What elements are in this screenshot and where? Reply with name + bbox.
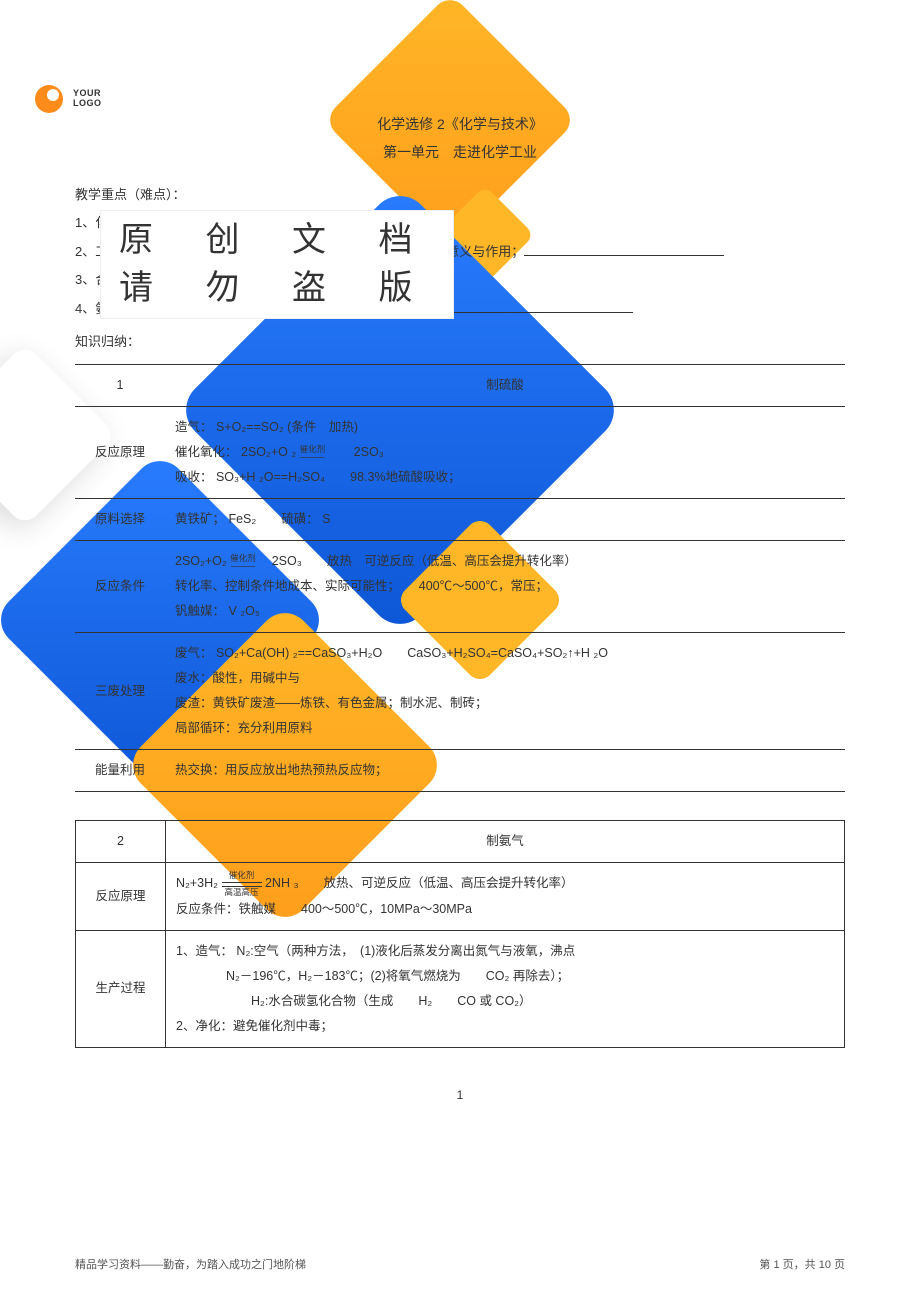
logo-line2: LOGO [73,99,102,109]
t2-process-l3: H₂:水合碳氢化合物（生成 H₂ CO 或 CO₂） [176,989,834,1014]
document-title: 化学选修 2《化学与技术》 第一单元 走进化学工业 [75,110,845,166]
t1-waste-l3: 废渣：黄铁矿废渣——炼铁、有色金属；制水泥、制砖； [175,691,835,716]
watermark: 原 创 文 档 请 勿 盗 版 [100,210,454,319]
t2-principle-l1: N₂+3H₂ 催化剂 高温高压 2NH ₃ 放热、可逆反应（低温、高压会提升转化… [176,871,834,897]
footer-left: 精品学习资料——勤奋，为踏入成功之门地阶梯 [75,1256,306,1272]
t1-p-l2a: 催化氧化： 2SO₂+O ₂ [175,445,296,459]
reversible-arrow-icon [222,882,262,887]
t2-process-l4: 2、净化：避免催化剂中毒； [176,1014,834,1039]
t1-cond-l3: 钒触媒： V ₂O₅ [175,599,835,624]
t1-title: 制硫酸 [165,365,845,407]
cond-text: 催化剂 [300,444,326,454]
logo: YOUR LOGO [35,85,102,113]
t1-energy-cell: 热交换：用反应放出地热预热反应物； [165,750,845,792]
t1-condition-label: 反应条件 [75,541,165,633]
logo-text: YOUR LOGO [73,89,102,109]
cond-text: 催化剂 [230,553,256,563]
title-line2: 第一单元 走进化学工业 [75,138,845,166]
table-ammonia: 2 制氨气 反应原理 N₂+3H₂ 催化剂 高温高压 2NH ₃ 放热、可逆反应… [75,820,845,1048]
summary-heading: 知识归纳： [75,331,845,350]
keypoints-heading: 教学重点（难点）： [75,184,845,203]
t1-waste-cell: 废气： SO₂+Ca(OH) ₂==CaSO₃+H₂O CaSO₃+H₂SO₄=… [165,633,845,750]
t1-principle-cell: 造气： S+O₂==SO₂ (条件 加热) 催化氧化： 2SO₂+O ₂ 催化剂… [165,407,845,499]
t1-material-label: 原料选择 [75,499,165,541]
reversible-cond: 催化剂 高温高压 [222,871,262,897]
t1-c-l1b: 2SO₃ 放热 可逆反应（低温、高压会提升转化率） [259,554,577,568]
t2-process-l1: 1、造气： N₂:空气（两种方法， (1)液化后蒸发分离出氮气与液氧，沸点 [176,939,834,964]
t1-material-cell: 黄铁矿； FeS₂ 硫磺： S [165,499,845,541]
t1-cond-l2: 转化率、控制条件地成本、实际可能性； 400℃～500℃，常压； [175,574,835,599]
cond-top: 催化剂 [229,870,255,880]
t1-waste-label: 三废处理 [75,633,165,750]
t1-waste-l4: 局部循环：充分利用原料 [175,716,835,741]
t2-p-l1a: N₂+3H₂ [176,876,218,890]
footer-right: 第 1 页，共 10 页 [759,1256,845,1272]
t1-waste-l2: 废水：酸性，用碱中与 [175,666,835,691]
page-footer: 精品学习资料——勤奋，为踏入成功之门地阶梯 第 1 页，共 10 页 [0,1256,920,1272]
t2-process-label: 生产过程 [76,930,166,1047]
t2-principle-l2: 反应条件：铁触媒 400～500℃，10MPa～30MPa [176,897,834,922]
catalyst-label: 催化剂──── [300,445,326,462]
blank-line [524,243,724,256]
t1-p-l2b: 2SO₃ [329,445,384,459]
watermark-line1: 原 创 文 档 [119,217,435,265]
t1-principle-l3: 吸收： SO₃+H ₂O==H₂SO₄ 98.3%地硫酸吸收； [175,465,835,490]
t1-condition-cell: 2SO₂+O₂ 催化剂──── 2SO₃ 放热 可逆反应（低温、高压会提升转化率… [165,541,845,633]
blank-line [433,300,633,313]
logo-icon [35,85,63,113]
t2-title: 制氨气 [166,821,845,863]
cond-bot: 高温高压 [224,887,258,897]
t2-process-cell: 1、造气： N₂:空气（两种方法， (1)液化后蒸发分离出氮气与液氧，沸点 N₂… [166,930,845,1047]
t2-process-l2: N₂－196℃，H₂－183℃；(2)将氧气燃烧为 CO₂ 再除去）； [176,964,834,989]
t2-p-l1b: 2NH ₃ 放热、可逆反应（低温、高压会提升转化率） [265,876,574,890]
t1-cond-l1: 2SO₂+O₂ 催化剂──── 2SO₃ 放热 可逆反应（低温、高压会提升转化率… [175,549,835,574]
inner-page-number: 1 [75,1088,845,1102]
t1-waste-l1: 废气： SO₂+Ca(OH) ₂==CaSO₃+H₂O CaSO₃+H₂SO₄=… [175,641,835,666]
page-content: 化学选修 2《化学与技术》 第一单元 走进化学工业 教学重点（难点）： 1、化 … [0,0,920,1102]
t2-principle-cell: N₂+3H₂ 催化剂 高温高压 2NH ₃ 放热、可逆反应（低温、高压会提升转化… [166,863,845,931]
catalyst-label: 催化剂──── [230,554,256,571]
t1-principle-l2: 催化氧化： 2SO₂+O ₂ 催化剂──── 2SO₃ [175,440,835,465]
t2-num: 2 [76,821,166,863]
watermark-line2: 请 勿 盗 版 [119,265,435,313]
t2-principle-label: 反应原理 [76,863,166,931]
title-line1: 化学选修 2《化学与技术》 [75,110,845,138]
t1-principle-l1: 造气： S+O₂==SO₂ (条件 加热) [175,415,835,440]
t1-c-l1a: 2SO₂+O₂ [175,554,227,568]
t1-energy-label: 能量利用 [75,750,165,792]
t1-principle-label: 反应原理 [75,407,165,499]
t1-num: 1 [75,365,165,407]
table-sulfuric-acid: 1 制硫酸 反应原理 造气： S+O₂==SO₂ (条件 加热) 催化氧化： 2… [75,364,845,792]
